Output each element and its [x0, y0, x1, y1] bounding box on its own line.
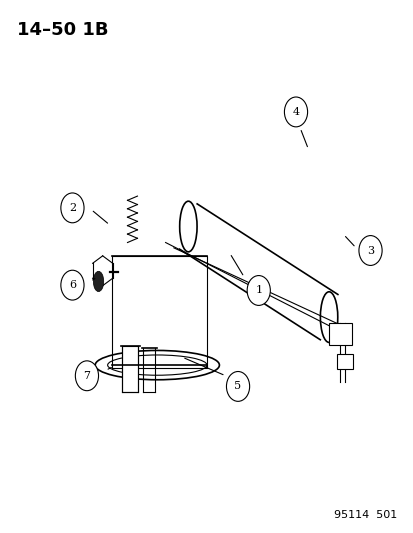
Text: 4: 4: [292, 107, 299, 117]
Bar: [337, 354, 352, 369]
Circle shape: [358, 236, 381, 265]
Text: 6: 6: [69, 280, 76, 290]
Circle shape: [61, 270, 84, 300]
Circle shape: [247, 276, 270, 305]
Text: 2: 2: [69, 203, 76, 213]
Text: 3: 3: [366, 246, 373, 255]
Text: 7: 7: [83, 371, 90, 381]
Circle shape: [226, 372, 249, 401]
Polygon shape: [112, 256, 206, 368]
Bar: [328, 322, 351, 345]
Text: 1: 1: [254, 286, 262, 295]
Polygon shape: [179, 204, 337, 340]
Text: 14–50 1B: 14–50 1B: [17, 21, 108, 39]
Circle shape: [75, 361, 98, 391]
Text: 95114  501: 95114 501: [333, 510, 396, 520]
Text: 5: 5: [234, 382, 241, 391]
Circle shape: [284, 97, 307, 127]
Ellipse shape: [93, 271, 103, 292]
Circle shape: [61, 193, 84, 223]
Ellipse shape: [320, 292, 337, 342]
Ellipse shape: [179, 201, 197, 252]
FancyBboxPatch shape: [122, 346, 138, 392]
